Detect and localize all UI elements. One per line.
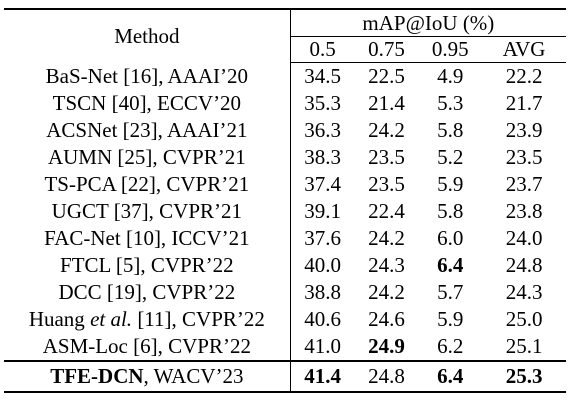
method-name: TSCN [40], ECCV’20 [4, 90, 291, 117]
value-cell: 23.7 [505, 172, 543, 196]
value-cell: 23.5 [368, 172, 405, 196]
method-name-part: BaS-Net [16], AAAI’20 [45, 63, 249, 88]
column-header-0.5: 0.5 [290, 36, 355, 63]
method-name: ACSNet [23], AAAI’21 [4, 117, 291, 144]
header-row-1: Method mAP@IoU (%) [4, 8, 566, 63]
value-cell: 25.3 [482, 360, 566, 393]
value-cell: 24.0 [505, 226, 543, 250]
method-header: Method [4, 8, 291, 63]
method-name-part: ASM-Loc [6], CVPR’22 [42, 334, 251, 358]
value-cell: 23.5 [368, 145, 405, 169]
value-cell: 5.7 [437, 280, 464, 304]
value-cell: 22.4 [368, 199, 405, 223]
value-cell: 5.9 [437, 172, 464, 196]
value-cell: 5.3 [437, 91, 464, 115]
metric-group-header: mAP@IoU (%) [290, 8, 566, 37]
value-cell: 5.8 [437, 199, 464, 223]
method-name-part: TS-PCA [22], CVPR’21 [44, 172, 250, 196]
value-cell: 22.5 [368, 64, 405, 88]
header-row-2: 0.5 0.75 0.95 AVG [4, 36, 566, 63]
method-name: UGCT [37], CVPR’21 [4, 198, 291, 225]
method-name: BaS-Net [16], AAAI’20 [4, 62, 291, 90]
value-cell: 24.2 [368, 280, 405, 304]
column-header-0.75: 0.75 [354, 36, 419, 63]
value-cell: 36.3 [304, 118, 341, 142]
value-cell: 22.2 [505, 64, 543, 88]
method-name: AUMN [25], CVPR’21 [4, 144, 291, 171]
value-cell: 24.3 [505, 280, 543, 304]
value-cell: 4.9 [437, 64, 464, 88]
value-cell: 37.4 [304, 172, 341, 196]
table-row: Huang et al. [11], CVPR’22 40.6 24.6 5.9 25.… [4, 306, 566, 333]
value-cell: 25.1 [505, 334, 543, 358]
value-cell: 5.8 [437, 118, 464, 142]
value-cell: 5.9 [437, 307, 464, 331]
table-row: TS-PCA [22], CVPR’21 37.4 23.5 5.9 23.7 [4, 171, 566, 198]
table-row-ours: TFE-DCN, WACV’23 41.4 24.8 6.4 25.3 [4, 360, 566, 393]
value-cell: 24.9 [368, 334, 405, 358]
value-cell: 6.4 [437, 253, 464, 277]
value-cell: 24.8 [354, 360, 419, 393]
value-cell: 38.8 [304, 280, 341, 304]
method-name: FTCL [5], CVPR’22 [4, 252, 291, 279]
method-name: Huang et al. [11], CVPR’22 [4, 306, 291, 333]
method-name: FAC-Net [10], ICCV’21 [4, 225, 291, 252]
method-name-part: [11], CVPR’22 [132, 307, 265, 331]
method-name-part: , WACV’23 [143, 364, 244, 388]
method-name-part: FAC-Net [10], ICCV’21 [44, 226, 250, 250]
value-cell: 6.0 [437, 226, 464, 250]
table-row: FTCL [5], CVPR’22 40.0 24.3 6.4 24.8 [4, 252, 566, 279]
value-cell: 24.2 [368, 118, 405, 142]
column-header-0.95: 0.95 [418, 36, 483, 63]
method-name-part: AUMN [25], CVPR’21 [47, 145, 246, 169]
value-cell: 34.5 [304, 64, 341, 88]
table-row: DCC [19], CVPR’22 38.8 24.2 5.7 24.3 [4, 279, 566, 306]
table-row: UGCT [37], CVPR’21 39.1 22.4 5.8 23.8 [4, 198, 566, 225]
value-cell: 6.4 [418, 360, 483, 393]
value-cell: 21.4 [368, 91, 405, 115]
value-cell: 23.9 [505, 118, 543, 142]
method-name-part: FTCL [5], CVPR’22 [60, 253, 234, 277]
table-row: ACSNet [23], AAAI’21 36.3 24.2 5.8 23.9 [4, 117, 566, 144]
value-cell: 37.6 [304, 226, 341, 250]
method-name: DCC [19], CVPR’22 [4, 279, 291, 306]
value-cell: 24.6 [368, 307, 405, 331]
method-name-part: Huang [28, 307, 91, 331]
method-name: TS-PCA [22], CVPR’21 [4, 171, 291, 198]
value-cell: 41.0 [304, 334, 341, 358]
method-name-part: DCC [19], CVPR’22 [58, 280, 236, 304]
value-cell: 6.2 [437, 334, 464, 358]
table-row: TSCN [40], ECCV’20 35.3 21.4 5.3 21.7 [4, 90, 566, 117]
value-cell: 35.3 [304, 91, 341, 115]
method-name-bold: TFE-DCN [50, 364, 144, 388]
value-cell: 24.3 [368, 253, 405, 277]
table-row: BaS-Net [16], AAAI’20 34.5 22.5 4.9 22.2 [4, 62, 566, 90]
method-name-part: UGCT [37], CVPR’21 [51, 199, 243, 223]
value-cell: 40.6 [304, 307, 341, 331]
value-cell: 24.2 [368, 226, 405, 250]
value-cell: 21.7 [505, 91, 543, 115]
value-cell: 5.2 [437, 145, 464, 169]
results-table: Method mAP@IoU (%) 0.5 0.75 0.95 AVG BaS… [4, 8, 566, 393]
value-cell: 39.1 [304, 199, 341, 223]
value-cell: 38.3 [304, 145, 341, 169]
value-cell: 24.8 [505, 253, 543, 277]
column-header-avg: AVG [482, 36, 566, 63]
value-cell: 25.0 [505, 307, 543, 331]
value-cell: 41.4 [290, 360, 355, 393]
value-cell: 40.0 [304, 253, 341, 277]
method-name: ASM-Loc [6], CVPR’22 [4, 333, 291, 361]
method-name-part: ACSNet [23], AAAI’21 [46, 118, 248, 142]
results-table-container: Method mAP@IoU (%) 0.5 0.75 0.95 AVG BaS… [4, 8, 566, 393]
method-name: TFE-DCN, WACV’23 [4, 360, 291, 393]
table-row: AUMN [25], CVPR’21 38.3 23.5 5.2 23.5 [4, 144, 566, 171]
table-row: FAC-Net [10], ICCV’21 37.6 24.2 6.0 24.0 [4, 225, 566, 252]
value-cell: 23.8 [505, 199, 543, 223]
value-cell: 23.5 [505, 145, 543, 169]
table-row: ASM-Loc [6], CVPR’22 41.0 24.9 6.2 25.1 [4, 333, 566, 361]
method-name-part: et al. [90, 307, 133, 331]
method-name-part: TSCN [40], ECCV’20 [52, 91, 242, 115]
